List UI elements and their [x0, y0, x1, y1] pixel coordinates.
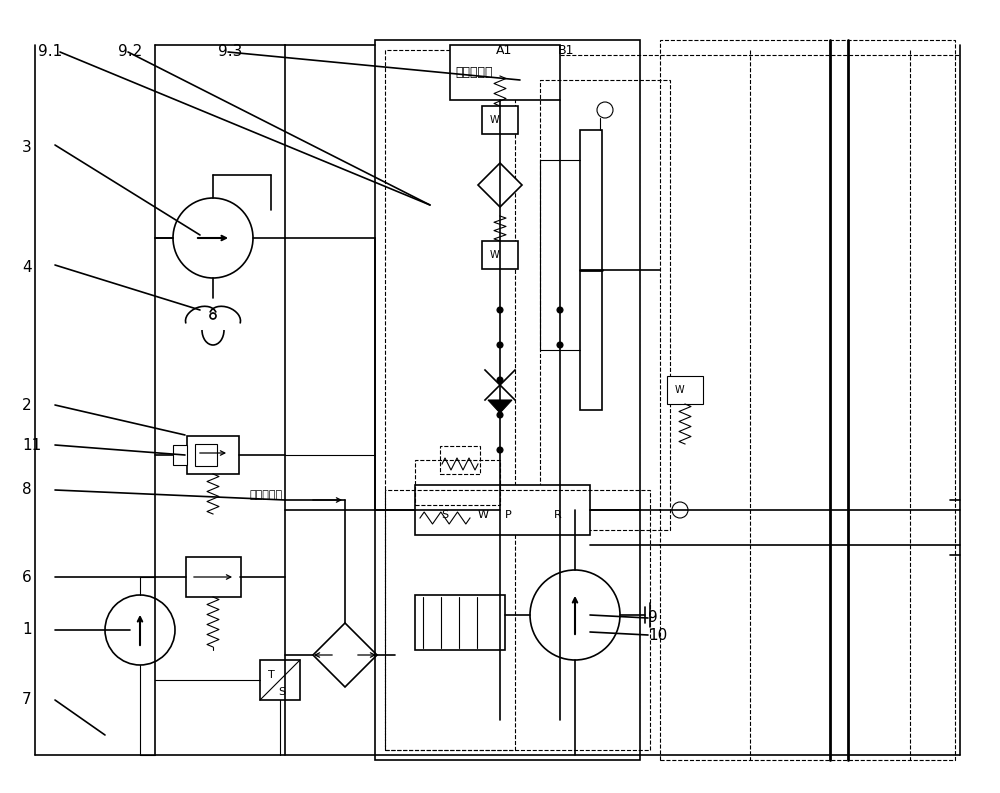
Text: 8: 8: [22, 482, 32, 497]
Text: W: W: [490, 115, 500, 125]
Bar: [482, 106, 518, 134]
Polygon shape: [478, 163, 522, 207]
Text: 7: 7: [22, 692, 32, 707]
Text: 11: 11: [22, 438, 41, 453]
Circle shape: [105, 595, 175, 665]
Polygon shape: [488, 400, 512, 413]
Circle shape: [672, 502, 688, 518]
Text: W: W: [675, 385, 685, 395]
Text: 4: 4: [22, 260, 32, 275]
Text: 9: 9: [648, 611, 658, 626]
Circle shape: [530, 570, 620, 660]
Text: 3: 3: [22, 140, 32, 155]
Text: W: W: [478, 510, 489, 520]
Text: 1: 1: [22, 623, 32, 638]
Text: W: W: [490, 250, 500, 260]
Circle shape: [173, 198, 253, 278]
Text: 2: 2: [22, 397, 32, 412]
Circle shape: [497, 447, 503, 453]
Text: S: S: [278, 687, 285, 697]
Text: 10: 10: [648, 627, 667, 642]
Text: 主泵冲洗阀: 主泵冲洗阀: [250, 490, 283, 500]
Bar: [580, 130, 602, 410]
Bar: [415, 595, 505, 650]
Bar: [260, 660, 300, 700]
Circle shape: [557, 307, 563, 313]
Bar: [540, 80, 670, 530]
Text: 支腿多路阀: 支腿多路阀: [455, 67, 492, 79]
Circle shape: [497, 377, 503, 383]
Bar: [187, 436, 239, 474]
Bar: [415, 485, 590, 535]
Bar: [385, 490, 650, 750]
Circle shape: [210, 313, 216, 319]
Circle shape: [497, 412, 503, 418]
Text: S: S: [441, 510, 449, 520]
Text: 9.2: 9.2: [118, 44, 142, 59]
Bar: [482, 241, 518, 269]
Text: R: R: [554, 510, 562, 520]
Text: T: T: [268, 670, 275, 680]
Text: P: P: [505, 510, 511, 520]
Text: 6: 6: [22, 569, 32, 584]
Circle shape: [497, 307, 503, 313]
Bar: [375, 40, 640, 760]
Circle shape: [497, 342, 503, 348]
Text: 9.1: 9.1: [38, 44, 62, 59]
Bar: [186, 557, 241, 597]
Bar: [660, 40, 955, 760]
Circle shape: [597, 102, 613, 118]
Bar: [667, 376, 703, 404]
Bar: [415, 460, 500, 505]
Text: 9.3: 9.3: [218, 44, 242, 59]
Text: A1: A1: [496, 44, 512, 56]
Bar: [385, 50, 515, 750]
Bar: [173, 445, 187, 465]
Bar: [440, 446, 480, 474]
Text: B1: B1: [558, 44, 574, 56]
Circle shape: [557, 342, 563, 348]
Bar: [450, 45, 560, 100]
Bar: [195, 444, 217, 466]
Polygon shape: [313, 623, 377, 687]
